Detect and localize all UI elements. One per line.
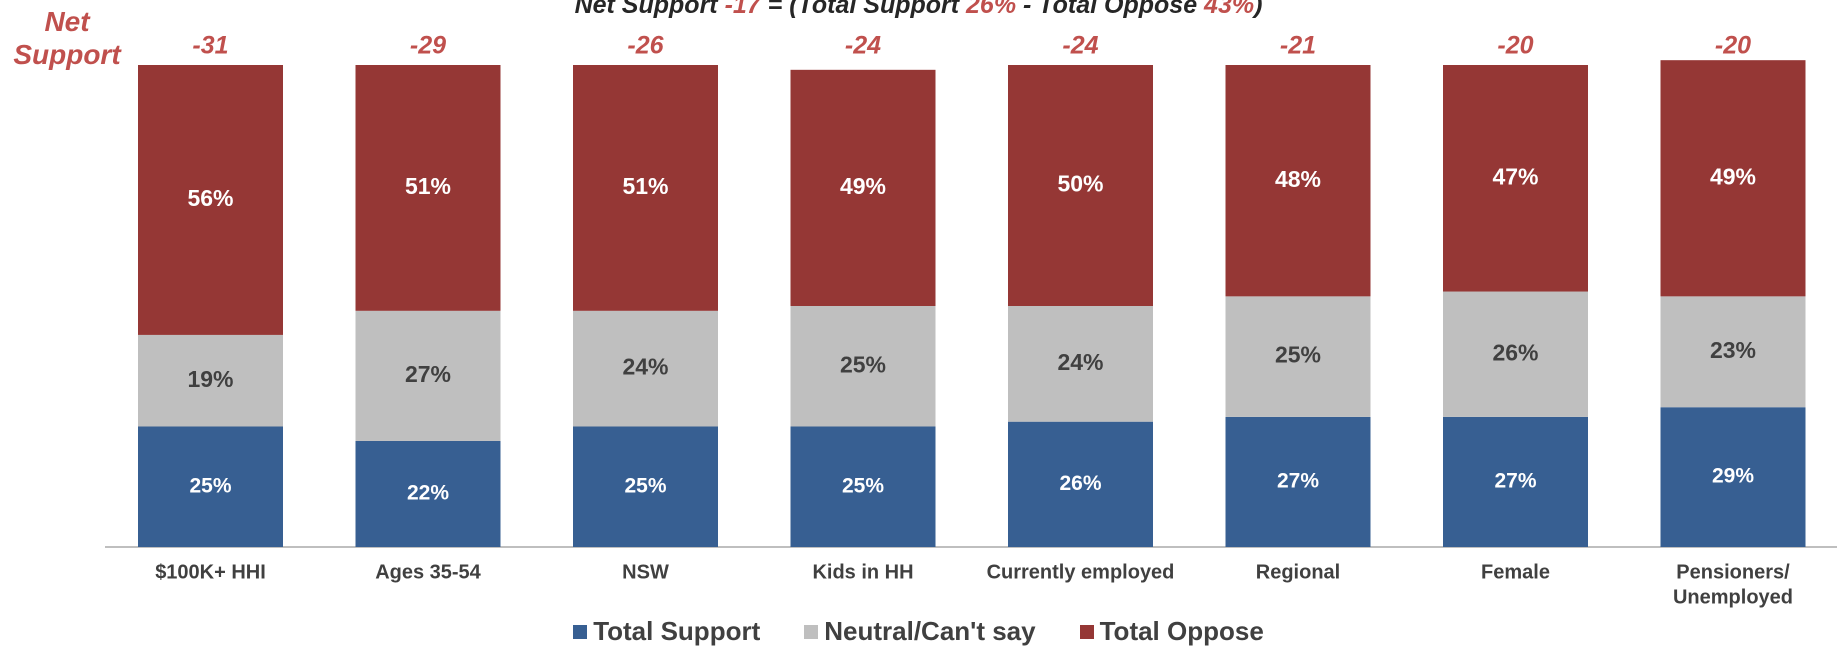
header-net-value: -17	[717, 0, 761, 19]
category-label-7: Female	[1481, 561, 1550, 583]
data-label-oppose-6: 48%	[1275, 166, 1321, 192]
bar-neutral-3	[573, 310, 718, 427]
data-label-support-1: 25%	[189, 474, 231, 497]
data-label-neutral-2: 27%	[405, 361, 451, 387]
data-label-support-8: 29%	[1712, 465, 1754, 488]
category-label-1: $100K+ HHI	[155, 561, 266, 583]
bar-support-2	[355, 440, 501, 547]
bar-oppose-2	[355, 65, 501, 311]
header-total-support-label: = (Total Support	[760, 0, 967, 19]
data-label-oppose-8: 49%	[1710, 163, 1756, 189]
bar-support-5	[1008, 421, 1153, 547]
chart-header-formula: Net Support -17 = (Total Support 26% - T…	[0, 0, 1837, 20]
legend-item-oppose: Total Oppose	[1079, 616, 1264, 647]
bar-support-6	[1225, 416, 1371, 547]
bar-oppose-7	[1443, 65, 1588, 292]
legend-swatch-support	[573, 624, 588, 639]
bar-neutral-8	[1660, 296, 1806, 408]
net-support-value-4: -24	[845, 32, 881, 60]
net-support-value-8: -20	[1715, 32, 1751, 60]
category-label-3: NSW	[622, 561, 669, 583]
data-label-support-6: 27%	[1277, 469, 1319, 492]
bar-neutral-1	[138, 334, 283, 427]
category-label-2: Ages 35-54	[375, 561, 481, 583]
category-label-8: Pensioners/	[1676, 561, 1790, 583]
net-support-value-2: -29	[410, 32, 446, 60]
bar-neutral-4	[790, 306, 936, 427]
header-total-support-value: 26%	[966, 0, 1017, 19]
legend-label-oppose: Total Oppose	[1099, 616, 1264, 646]
net-support-value-6: -21	[1280, 32, 1316, 60]
category-label-5: Currently employed	[987, 561, 1175, 583]
data-label-oppose-2: 51%	[405, 173, 451, 199]
bar-support-8	[1660, 407, 1806, 547]
bar-oppose-6	[1225, 65, 1371, 297]
data-label-support-5: 26%	[1059, 472, 1101, 495]
bar-support-4	[790, 426, 936, 547]
data-label-neutral-3: 24%	[622, 354, 668, 380]
category-label-8-line2: Unemployed	[1673, 586, 1793, 608]
data-label-neutral-7: 26%	[1492, 339, 1538, 365]
bar-oppose-1	[138, 65, 283, 335]
legend-item-neutral: Neutral/Can't say	[804, 616, 1036, 647]
data-label-neutral-5: 24%	[1057, 349, 1103, 375]
bar-oppose-8	[1660, 60, 1806, 297]
bar-oppose-5	[1008, 65, 1153, 306]
legend-label-support: Total Support	[593, 616, 761, 646]
bar-support-7	[1443, 416, 1588, 547]
legend-swatch-neutral	[804, 624, 819, 639]
header-total-oppose-label: - Total Oppose	[1016, 0, 1205, 19]
stacked-bar-chart: 25% 19% 56% -31 $100K+ HHI 22% 27% 51% -29 Ages 3…	[105, 32, 1837, 608]
category-label-6: Regional	[1256, 561, 1340, 583]
legend-swatch-oppose	[1079, 624, 1094, 639]
data-label-oppose-7: 47%	[1492, 163, 1538, 189]
bar-neutral-6	[1225, 296, 1371, 417]
bar-neutral-5	[1008, 306, 1153, 422]
bar-oppose-4	[790, 69, 936, 306]
data-label-oppose-4: 49%	[840, 173, 886, 199]
header-close-paren: )	[1254, 0, 1263, 19]
header-total-oppose-value: 43%	[1204, 0, 1255, 19]
data-label-support-7: 27%	[1494, 469, 1536, 492]
bar-neutral-7	[1443, 291, 1588, 417]
chart-legend: Total Support Neutral/Can't say Total Op…	[0, 616, 1837, 647]
data-label-oppose-5: 50%	[1057, 171, 1103, 197]
net-support-value-7: -20	[1497, 32, 1533, 60]
legend-label-neutral: Neutral/Can't say	[824, 616, 1036, 646]
data-label-neutral-1: 19%	[187, 366, 233, 392]
data-label-neutral-4: 25%	[840, 351, 886, 377]
data-label-support-4: 25%	[842, 474, 884, 497]
data-label-oppose-3: 51%	[622, 173, 668, 199]
data-label-support-3: 25%	[624, 474, 666, 497]
bar-support-3	[573, 426, 718, 547]
bar-neutral-2	[355, 310, 501, 441]
bar-oppose-3	[573, 65, 718, 311]
net-support-row-label: Net Support	[13, 6, 121, 70]
data-label-support-2: 22%	[407, 482, 449, 505]
data-label-neutral-8: 23%	[1710, 337, 1756, 363]
net-support-value-5: -24	[1062, 32, 1098, 60]
category-label-4: Kids in HH	[812, 561, 913, 583]
bar-support-1	[138, 426, 283, 547]
net-support-value-1: -31	[192, 32, 228, 60]
data-label-oppose-1: 56%	[187, 185, 233, 211]
legend-item-support: Total Support	[573, 616, 760, 647]
header-net-support: Net Support	[574, 0, 718, 19]
net-support-value-3: -26	[627, 32, 664, 60]
data-label-neutral-6: 25%	[1275, 342, 1321, 368]
